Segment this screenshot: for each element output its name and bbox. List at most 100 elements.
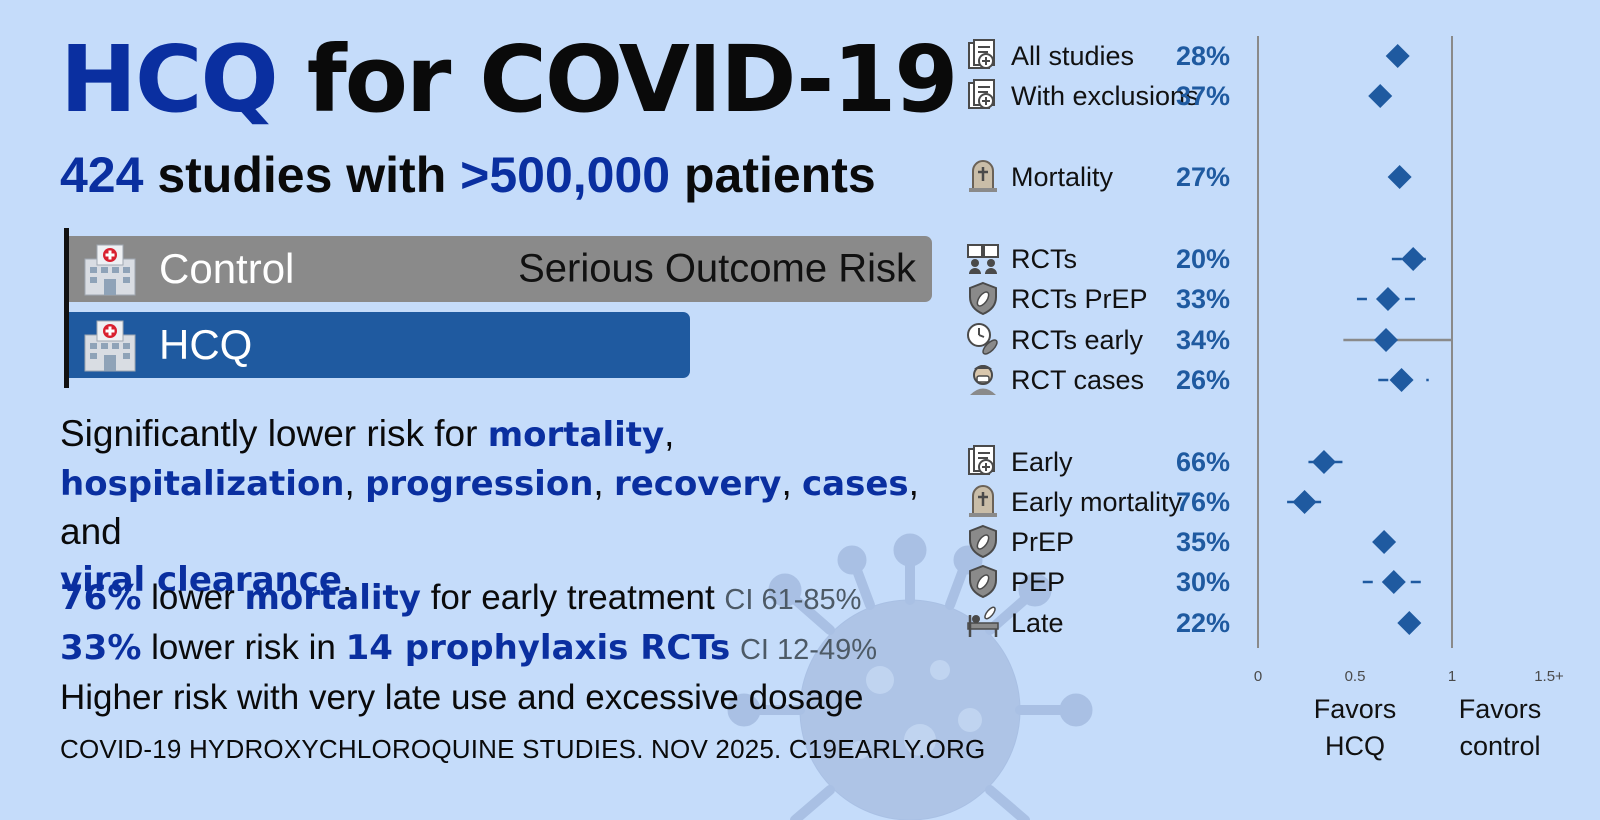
- studies-count: 424: [60, 147, 144, 203]
- forest-row: All studies 28%: [950, 34, 1250, 74]
- hospital-icon: [84, 244, 136, 296]
- stat-early-mortality: 76% lower mortality for early treatment …: [60, 574, 877, 624]
- effect-marker: [1374, 328, 1399, 352]
- row-percent: 76%: [1176, 487, 1231, 517]
- separator: ,: [664, 413, 675, 454]
- row-percent: 20%: [1176, 244, 1231, 274]
- stat-text: lower risk in: [141, 628, 346, 667]
- favors-control-label: Favors: [1459, 694, 1542, 724]
- outcome-mortality: mortality: [487, 415, 665, 455]
- row-percent: 28%: [1176, 41, 1231, 71]
- summary-intro: Significantly lower risk for: [60, 413, 488, 454]
- forest-row: Early 66%: [950, 440, 1250, 480]
- row-percent: 37%: [1176, 81, 1231, 111]
- effect-marker: [1311, 450, 1336, 474]
- row-label: PEP: [1011, 567, 1066, 597]
- shield-icon: [969, 524, 997, 558]
- hcq-risk-bar: HCQ: [69, 312, 691, 378]
- stat-prophylaxis-rcts: 33% lower risk in 14 prophylaxis RCTs CI…: [60, 624, 877, 674]
- separator-and: , and: [60, 462, 919, 552]
- outcome-metric-label: Serious Outcome Risk: [518, 246, 916, 291]
- forest-row: Late 22%: [950, 601, 1250, 641]
- row-label: RCTs early: [1011, 325, 1144, 355]
- x-tick-label: 1: [1448, 668, 1456, 685]
- stat-highlight: 14 prophylaxis RCTs: [345, 628, 731, 668]
- x-tick-label: 0: [1254, 668, 1262, 685]
- row-percent: 26%: [1176, 365, 1231, 395]
- row-label: With exclusions: [1011, 81, 1199, 111]
- effect-marker: [1381, 570, 1406, 594]
- forest-row: Mortality 27%: [950, 155, 1250, 195]
- separator: ,: [781, 462, 803, 503]
- stat-text: for early treatment: [420, 578, 725, 617]
- row-label: RCT cases: [1011, 365, 1145, 395]
- clock-pill-icon: [967, 323, 998, 355]
- row-label: RCTs PrEP: [1011, 284, 1148, 314]
- outcome-hospitalization: hospitalization: [60, 464, 345, 504]
- forest-row: RCTs early 34%: [950, 318, 1250, 358]
- favors-hcq-label: Favors: [1314, 694, 1397, 724]
- row-percent: 35%: [1176, 527, 1231, 557]
- study-summary: 424 studies with >500,000 patients: [60, 150, 876, 200]
- separator: ,: [344, 462, 366, 503]
- tombstone-icon: [969, 485, 997, 517]
- confidence-interval: CI 61-85%: [724, 584, 862, 616]
- forest-row: PEP 30%: [950, 560, 1250, 600]
- person-mask-icon: [970, 365, 996, 395]
- stat-text: lower: [141, 578, 245, 617]
- effect-marker: [1375, 287, 1400, 311]
- forest-plot: 0 0.5 1 1.5+ Favors HCQ Favors control All stud…: [950, 0, 1600, 800]
- x-tick-label: 1.5+: [1534, 668, 1564, 685]
- effect-marker: [1397, 611, 1422, 635]
- forest-row: With exclusions 37%: [950, 74, 1250, 114]
- effect-marker: [1385, 44, 1410, 68]
- patients-count: >500,000: [460, 147, 671, 203]
- significance-summary: Significantly lower risk for mortality , …: [60, 410, 940, 604]
- studies-text: studies with: [143, 147, 461, 203]
- forest-row: RCT cases 26%: [950, 358, 1250, 398]
- forest-row: Early mortality 76%: [950, 480, 1250, 520]
- forest-plot-graphic: 0 0.5 1 1.5+ Favors HCQ Favors control: [1254, 36, 1564, 761]
- title-drug: HCQ: [60, 26, 279, 133]
- risk-axis: [64, 228, 69, 388]
- row-percent: 33%: [1176, 284, 1231, 314]
- outcome-viral-clearance: viral clearance: [60, 560, 342, 600]
- stat-percent: 76%: [60, 578, 142, 618]
- stat-percent: 33%: [60, 628, 142, 668]
- row-percent: 30%: [1176, 567, 1231, 597]
- shield-icon: [969, 564, 997, 598]
- footer-source: COVID-19 HYDROXYCHLOROQUINE STUDIES. NOV…: [60, 734, 986, 764]
- key-statistics: 76% lower mortality for early treatment …: [60, 574, 877, 721]
- page-title: HCQ for COVID-19: [60, 34, 958, 126]
- forest-row: PrEP 35%: [950, 520, 1250, 560]
- effect-marker: [1368, 84, 1393, 108]
- study-document-icon: [968, 445, 995, 475]
- effect-marker: [1401, 247, 1426, 271]
- favors-hcq-label: HCQ: [1325, 731, 1385, 761]
- row-label: All studies: [1011, 41, 1135, 71]
- separator: ,: [593, 462, 614, 503]
- row-label: Early mortality: [1011, 487, 1183, 517]
- row-percent: 27%: [1176, 162, 1231, 192]
- control-label: Control: [159, 245, 295, 292]
- study-document-icon: [968, 79, 995, 109]
- forest-row: RCTs PrEP 33%: [950, 277, 1250, 317]
- row-label: RCTs: [1011, 244, 1077, 274]
- forest-row: RCTs 20%: [950, 237, 1250, 277]
- row-percent: 66%: [1176, 447, 1231, 477]
- virus-illustration: [727, 533, 1093, 820]
- stat-text: [730, 628, 740, 667]
- shield-icon: [969, 281, 997, 315]
- row-label: Mortality: [1011, 162, 1114, 192]
- effect-marker: [1372, 530, 1397, 554]
- summary-period: .: [341, 558, 353, 599]
- outcome-cases: cases: [802, 464, 909, 504]
- favors-control-label: control: [1459, 731, 1540, 761]
- stat-highlight: mortality: [244, 578, 421, 618]
- tombstone-icon: [969, 160, 997, 192]
- effect-marker: [1389, 368, 1414, 392]
- patients-text: patients: [670, 147, 876, 203]
- hospital-icon: [84, 320, 136, 372]
- hospital-bed-icon: [967, 606, 999, 637]
- x-tick-label: 0.5: [1345, 668, 1366, 685]
